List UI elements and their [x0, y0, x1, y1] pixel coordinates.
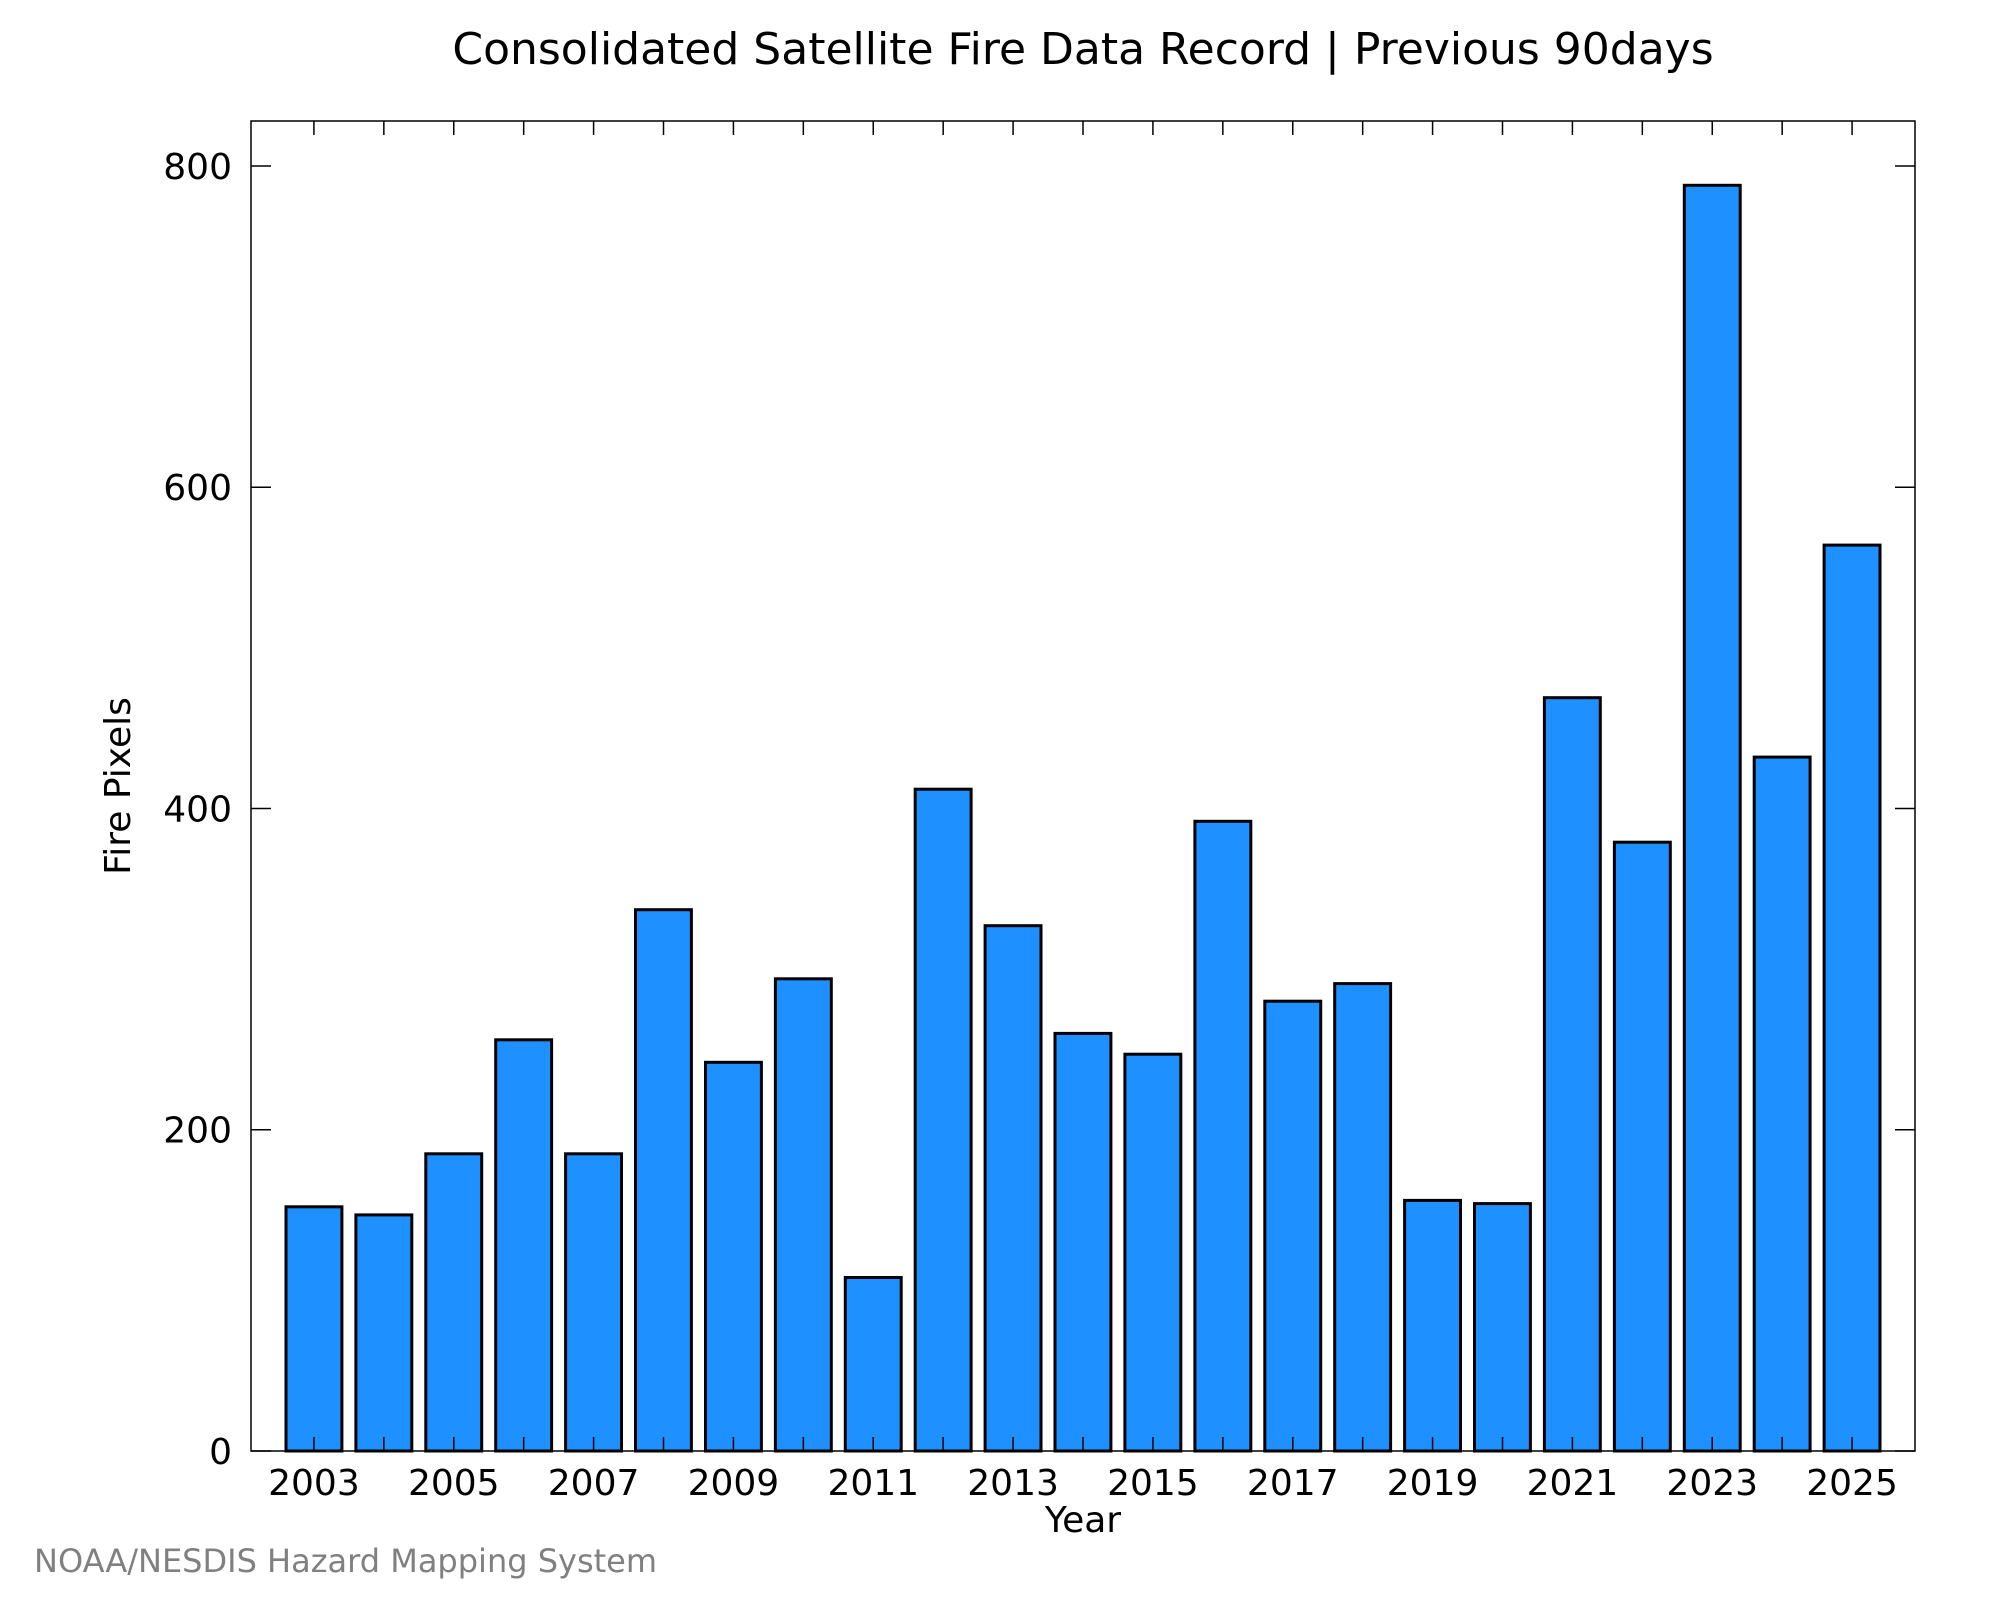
bar-2007 — [564, 1152, 623, 1453]
x-tick-label-2019: 2019 — [1387, 1463, 1479, 1504]
bar-2024 — [1752, 755, 1812, 1453]
y-tick-label-200: 200 — [163, 1111, 232, 1152]
bar-2025 — [1822, 543, 1882, 1453]
x-axis-label: Year — [1044, 1500, 1121, 1541]
y-axis-label: Fire Pixels — [98, 697, 139, 875]
bar-2006 — [494, 1038, 554, 1453]
x-tick-label-2003: 2003 — [268, 1463, 360, 1504]
x-tick-label-2021: 2021 — [1527, 1463, 1619, 1504]
x-tick-label-2017: 2017 — [1247, 1463, 1339, 1504]
bar-2010 — [773, 977, 833, 1453]
bar-2019 — [1403, 1198, 1462, 1453]
y-tick-label-800: 800 — [163, 147, 232, 188]
bars-layer — [284, 183, 1882, 1453]
y-tick-label-600: 600 — [163, 468, 232, 509]
bar-2009 — [704, 1060, 763, 1453]
x-tick-label-2007: 2007 — [548, 1463, 640, 1504]
bar-2008 — [634, 908, 693, 1453]
x-tick-label-2009: 2009 — [688, 1463, 780, 1504]
bar-2022 — [1612, 840, 1672, 1453]
credit-text: NOAA/NESDIS Hazard Mapping System — [34, 1542, 657, 1580]
axis-ticks: 2003 2005 2007 2009 2011 2013 2015 2017 2019 2021… — [163, 121, 1915, 1504]
bar-2014 — [1053, 1031, 1113, 1453]
bar-2011 — [843, 1276, 903, 1453]
bar-2015 — [1123, 1052, 1183, 1453]
x-tick-label-2011: 2011 — [827, 1463, 919, 1504]
y-tick-label-0: 0 — [209, 1432, 232, 1473]
bar-2017 — [1263, 999, 1323, 1453]
bar-2004 — [354, 1213, 414, 1453]
bar-2012 — [913, 787, 973, 1453]
y-tick-label-400: 400 — [163, 789, 232, 830]
x-tick-label-2013: 2013 — [967, 1463, 1059, 1504]
bar-2016 — [1193, 819, 1253, 1453]
bar-2021 — [1542, 696, 1602, 1453]
bar-2003 — [284, 1205, 344, 1453]
bar-2013 — [983, 924, 1043, 1453]
x-tick-label-2015: 2015 — [1107, 1463, 1199, 1504]
chart-title: Consolidated Satellite Fire Data Record … — [452, 24, 1713, 75]
x-tick-label-2023: 2023 — [1666, 1463, 1758, 1504]
x-tick-label-2025: 2025 — [1806, 1463, 1898, 1504]
bar-2023 — [1682, 183, 1742, 1453]
bar-2018 — [1333, 982, 1393, 1453]
x-tick-label-2005: 2005 — [408, 1463, 500, 1504]
bar-2020 — [1473, 1202, 1532, 1453]
bar-2005 — [424, 1152, 484, 1453]
